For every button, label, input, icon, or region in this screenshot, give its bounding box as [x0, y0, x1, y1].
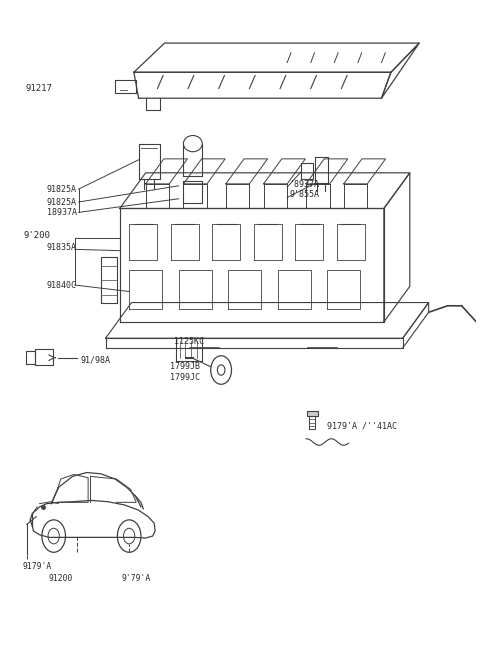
- Text: 1125KC: 1125KC: [174, 337, 204, 346]
- Text: 91217: 91217: [25, 84, 52, 93]
- Text: 91825A: 91825A: [47, 198, 77, 206]
- Text: 9'855A: 9'855A: [289, 191, 320, 199]
- Text: 9'79'A: 9'79'A: [121, 574, 150, 583]
- Text: 9179'A /''41AC: 9179'A /''41AC: [327, 421, 397, 430]
- Text: 91825A: 91825A: [47, 185, 77, 194]
- Text: 9'200: 9'200: [24, 231, 51, 240]
- Text: 91840C: 91840C: [47, 281, 77, 290]
- Text: 18937A: 18937A: [47, 208, 77, 217]
- Text: 9179'A: 9179'A: [22, 562, 51, 571]
- Text: '8937A: '8937A: [289, 180, 320, 189]
- Text: 91/98A: 91/98A: [81, 356, 110, 365]
- Text: 91200: 91200: [49, 574, 73, 583]
- Text: 1799JC: 1799JC: [170, 373, 200, 382]
- Text: 1799JB: 1799JB: [170, 362, 200, 371]
- Polygon shape: [307, 411, 318, 416]
- Text: 91835A: 91835A: [47, 243, 77, 252]
